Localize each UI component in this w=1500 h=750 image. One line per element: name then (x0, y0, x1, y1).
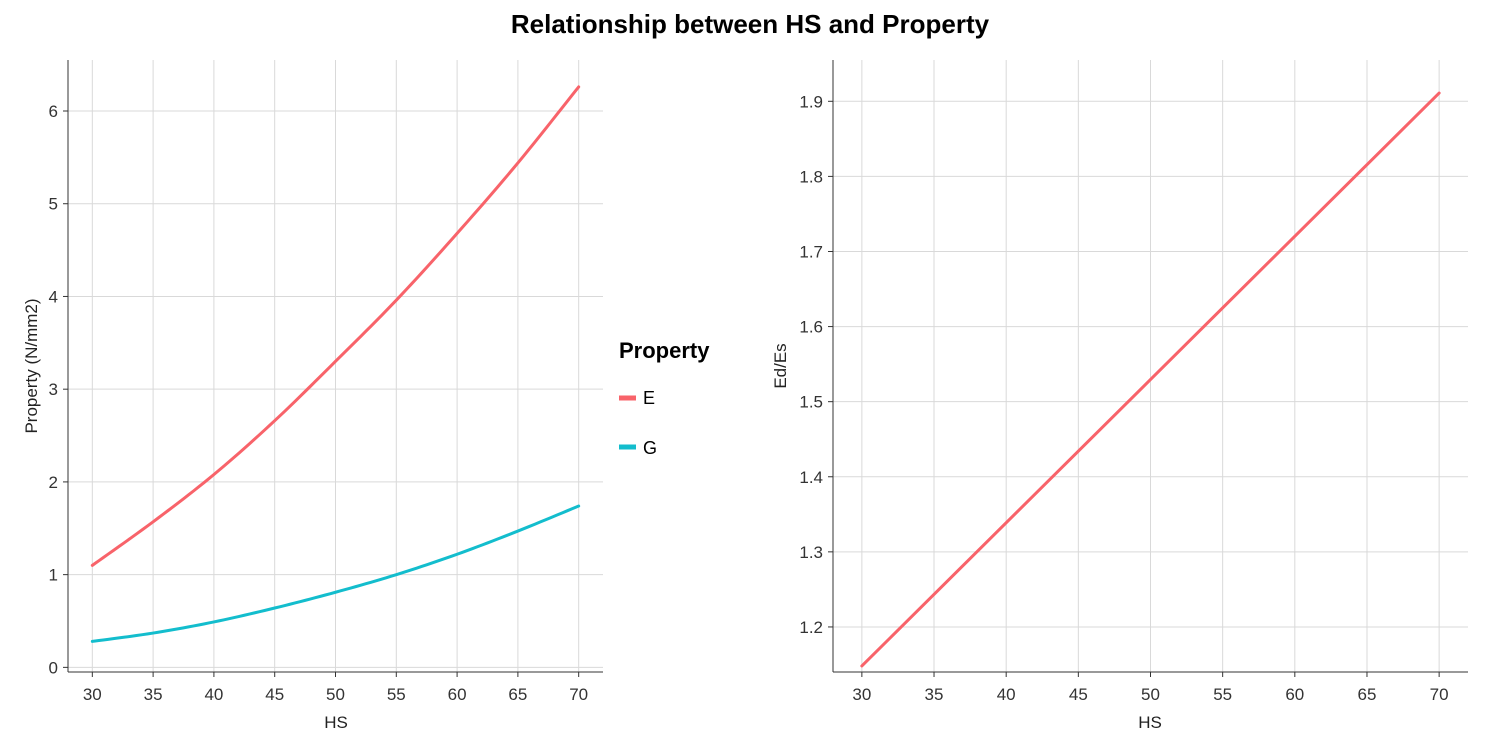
x-tick-label: 40 (997, 685, 1016, 704)
right-series (860, 91, 1441, 668)
right-panel: 30 35 40 45 50 55 60 65 70 1.2 1.3 1.4 1.5 1.6 1.7 1.8 1… (771, 60, 1468, 732)
x-tick-label: 45 (265, 685, 284, 704)
y-tick-label: 1.2 (799, 618, 823, 637)
right-grid (833, 60, 1468, 672)
y-tick-label: 6 (49, 102, 58, 121)
y-tick-label: 4 (49, 287, 58, 306)
x-tick-label: 50 (1141, 685, 1160, 704)
y-tick-label: 3 (49, 380, 58, 399)
x-tick-label: 55 (1213, 685, 1232, 704)
x-tick-label: 35 (144, 685, 163, 704)
series-e-line (90, 85, 581, 567)
right-y-axis-label: Ed/Es (771, 343, 790, 388)
y-tick-label: 1.3 (799, 543, 823, 562)
y-tick-label: 1.6 (799, 318, 823, 337)
left-y-axis-label: Property (N/mm2) (22, 298, 41, 433)
right-ticks: 30 35 40 45 50 55 60 65 70 1.2 1.3 1.4 1.5 1.6 1.7 1.8 1… (799, 92, 1448, 704)
x-tick-label: 60 (1285, 685, 1304, 704)
y-tick-label: 1.4 (799, 468, 823, 487)
y-tick-label: 0 (49, 658, 58, 677)
x-tick-label: 70 (569, 685, 588, 704)
y-tick-label: 1.9 (799, 92, 823, 111)
legend-title: Property (619, 338, 710, 363)
x-tick-label: 60 (448, 685, 467, 704)
y-tick-label: 2 (49, 473, 58, 492)
x-tick-label: 70 (1430, 685, 1449, 704)
left-series (90, 85, 581, 643)
x-tick-label: 30 (852, 685, 871, 704)
right-x-axis-label: HS (1138, 713, 1162, 732)
y-tick-label: 1.5 (799, 393, 823, 412)
legend: Property E G (619, 338, 710, 458)
legend-label-g: G (643, 438, 657, 458)
x-tick-label: 35 (925, 685, 944, 704)
series-ratio-line (860, 91, 1441, 668)
legend-label-e: E (643, 388, 655, 408)
series-g-line (90, 504, 581, 643)
left-grid (68, 60, 603, 672)
y-tick-label: 5 (49, 195, 58, 214)
y-tick-label: 1.8 (799, 167, 823, 186)
x-tick-label: 55 (387, 685, 406, 704)
y-tick-label: 1.7 (799, 242, 823, 261)
x-tick-label: 30 (83, 685, 102, 704)
x-tick-label: 40 (204, 685, 223, 704)
x-tick-label: 45 (1069, 685, 1088, 704)
y-tick-label: 1 (49, 566, 58, 585)
x-tick-label: 65 (1358, 685, 1377, 704)
x-tick-label: 65 (508, 685, 527, 704)
x-tick-label: 50 (326, 685, 345, 704)
chart-title: Relationship between HS and Property (511, 9, 990, 39)
left-x-axis-label: HS (324, 713, 348, 732)
